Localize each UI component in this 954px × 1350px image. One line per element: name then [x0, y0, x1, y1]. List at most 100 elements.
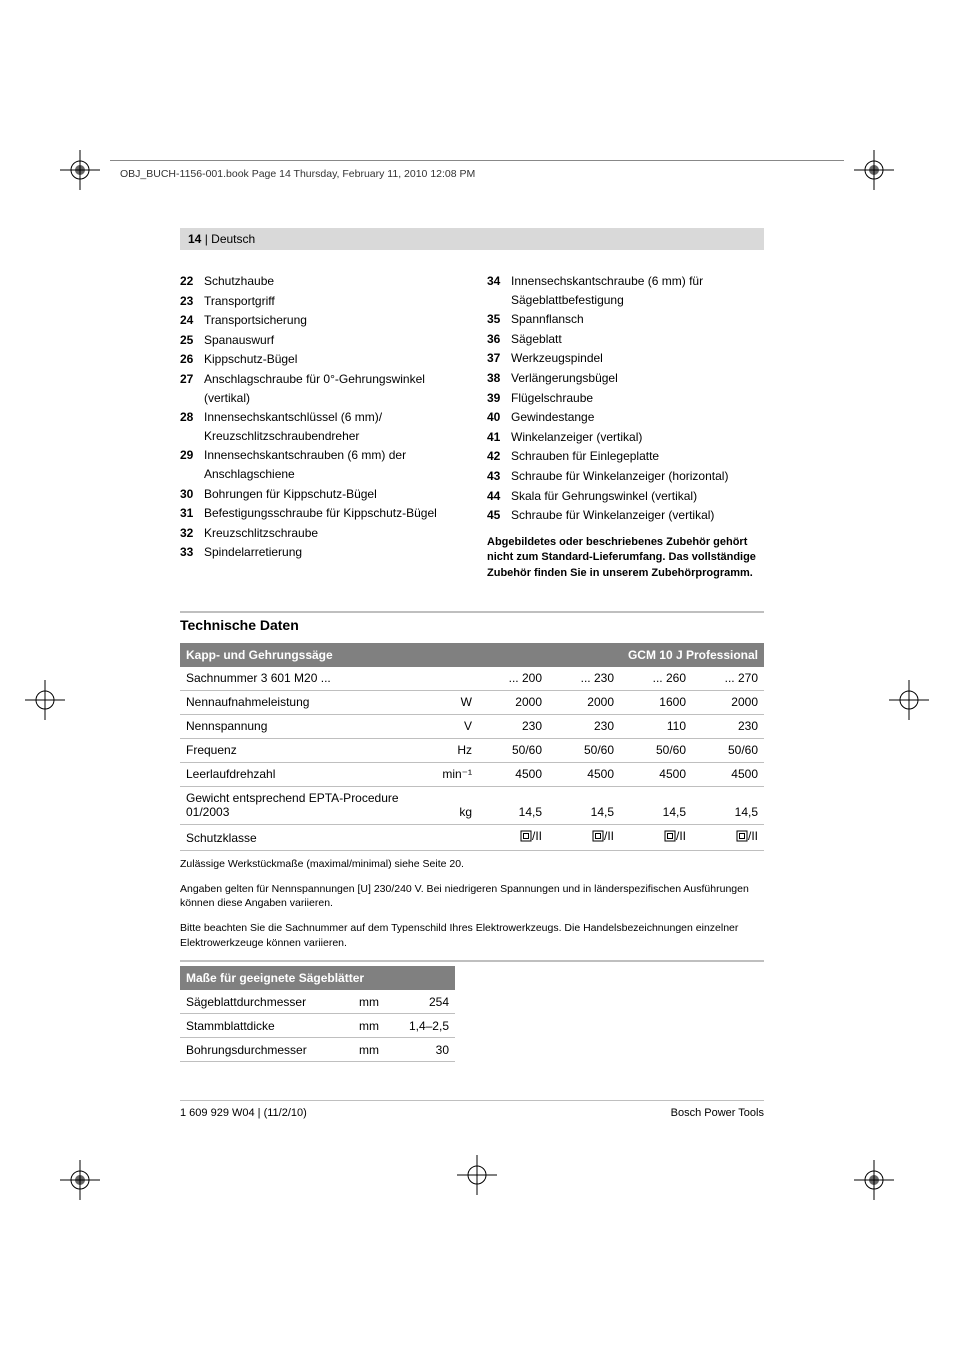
part-label: Spindelarretierung	[204, 543, 457, 562]
row-value: 254	[385, 990, 455, 1014]
table-footnote: Zulässige Werkstückmaße (maximal/minimal…	[180, 857, 764, 872]
part-label: Innensechskantschlüssel (6 mm)/ Kreuzsch…	[204, 408, 457, 445]
part-label: Skala für Gehrungswinkel (vertikal)	[511, 487, 764, 506]
part-label: Sägeblatt	[511, 330, 764, 349]
table-row: Schutzklasse/II/II/II/II	[180, 824, 764, 850]
part-number: 36	[487, 330, 511, 349]
row-label: Schutzklasse	[180, 824, 416, 850]
row-value: 110	[620, 714, 692, 738]
parts-list-item: 39Flügelschraube	[487, 389, 764, 408]
part-number: 32	[180, 524, 204, 543]
parts-list-item: 32Kreuzschlitzschraube	[180, 524, 457, 543]
row-value: 50/60	[548, 738, 620, 762]
part-label: Kippschutz-Bügel	[204, 350, 457, 369]
part-label: Anschlagschraube für 0°-Gehrungswinkel (…	[204, 370, 457, 407]
row-value: 2000	[692, 690, 764, 714]
part-number: 37	[487, 349, 511, 368]
table-row: NennaufnahmeleistungW2000200016002000	[180, 690, 764, 714]
part-label: Winkelanzeiger (vertikal)	[511, 428, 764, 447]
row-unit: mm	[340, 1014, 385, 1038]
parts-list-right: 34Innensechskantschraube (6 mm) für Säge…	[487, 272, 764, 581]
row-label: Frequenz	[180, 738, 416, 762]
parts-list-item: 41Winkelanzeiger (vertikal)	[487, 428, 764, 447]
part-number: 29	[180, 446, 204, 483]
footer-brand: Bosch Power Tools	[671, 1107, 764, 1119]
row-label: Bohrungsdurchmesser	[180, 1038, 340, 1062]
table-footnote: Bitte beachten Sie die Sachnummer auf de…	[180, 921, 764, 950]
parts-list-item: 27Anschlagschraube für 0°-Gehrungswinkel…	[180, 370, 457, 407]
row-value: 230	[548, 714, 620, 738]
part-label: Spannflansch	[511, 310, 764, 329]
protection-class-icon	[592, 830, 604, 845]
part-label: Verlängerungsbügel	[511, 369, 764, 388]
part-number: 40	[487, 408, 511, 427]
part-number: 42	[487, 447, 511, 466]
part-number: 41	[487, 428, 511, 447]
row-value: ... 260	[620, 667, 692, 691]
table-row: Leerlaufdrehzahlmin⁻¹4500450045004500	[180, 762, 764, 786]
blade-dimensions-table: Maße für geeignete Sägeblätter Sägeblatt…	[180, 966, 455, 1062]
part-label: Schraube für Winkelanzeiger (horizontal)	[511, 467, 764, 486]
section-rule	[180, 611, 764, 613]
parts-list-item: 24Transportsicherung	[180, 311, 457, 330]
part-label: Gewindestange	[511, 408, 764, 427]
parts-list-item: 33Spindelarretierung	[180, 543, 457, 562]
parts-list-item: 45Schraube für Winkelanzeiger (vertikal)	[487, 506, 764, 525]
parts-list-item: 36Sägeblatt	[487, 330, 764, 349]
part-label: Transportsicherung	[204, 311, 457, 330]
accessories-note: Abgebildetes oder beschriebenes Zubehör …	[487, 535, 764, 581]
row-value: 1,4–2,5	[385, 1014, 455, 1038]
row-label: Nennaufnahmeleistung	[180, 690, 416, 714]
footer-doc-number: 1 609 929 W04 | (11/2/10)	[180, 1107, 307, 1119]
print-registration-mark	[457, 1155, 497, 1195]
row-value: 4500	[620, 762, 692, 786]
row-unit: Hz	[416, 738, 476, 762]
page-footer: 1 609 929 W04 | (11/2/10) Bosch Power To…	[180, 1100, 764, 1119]
part-label: Spanauswurf	[204, 331, 457, 350]
part-label: Werkzeugspindel	[511, 349, 764, 368]
row-unit	[416, 667, 476, 691]
print-registration-mark	[60, 150, 100, 190]
print-registration-mark	[60, 1160, 100, 1200]
row-value: /II	[476, 824, 548, 850]
page-header-sep: |	[201, 232, 211, 246]
row-value: 50/60	[476, 738, 548, 762]
parts-list-item: 44Skala für Gehrungswinkel (vertikal)	[487, 487, 764, 506]
section-rule	[180, 960, 764, 962]
row-value: 14,5	[548, 786, 620, 824]
row-value: 30	[385, 1038, 455, 1062]
part-label: Schutzhaube	[204, 272, 457, 291]
part-label: Transportgriff	[204, 292, 457, 311]
parts-list-item: 22Schutzhaube	[180, 272, 457, 291]
print-registration-mark	[25, 680, 65, 720]
row-value: 4500	[476, 762, 548, 786]
part-label: Kreuzschlitzschraube	[204, 524, 457, 543]
row-value: 2000	[548, 690, 620, 714]
table-row: Sachnummer 3 601 M20 ...... 200... 230..…	[180, 667, 764, 691]
page-header-bar: 14 | Deutsch	[180, 228, 764, 250]
table-row: FrequenzHz50/6050/6050/6050/60	[180, 738, 764, 762]
table-footnote: Angaben gelten für Nennspannungen [U] 23…	[180, 882, 764, 911]
part-number: 23	[180, 292, 204, 311]
row-unit: kg	[416, 786, 476, 824]
row-value: 1600	[620, 690, 692, 714]
part-number: 28	[180, 408, 204, 445]
part-number: 27	[180, 370, 204, 407]
parts-list-item: 34Innensechskantschraube (6 mm) für Säge…	[487, 272, 764, 309]
row-value: /II	[548, 824, 620, 850]
row-label: Gewicht entsprechend EPTA-Procedure 01/2…	[180, 786, 416, 824]
row-label: Sachnummer 3 601 M20 ...	[180, 667, 416, 691]
row-unit: mm	[340, 990, 385, 1014]
row-value: /II	[692, 824, 764, 850]
row-label: Leerlaufdrehzahl	[180, 762, 416, 786]
table-row: Stammblattdickemm1,4–2,5	[180, 1014, 455, 1038]
part-label: Schrauben für Einlegeplatte	[511, 447, 764, 466]
row-value: 4500	[692, 762, 764, 786]
row-unit: min⁻¹	[416, 762, 476, 786]
print-registration-mark	[889, 680, 929, 720]
protection-class-icon	[736, 830, 748, 845]
tech-data-table: Kapp- und Gehrungssäge GCM 10 J Professi…	[180, 643, 764, 851]
row-label: Sägeblattdurchmesser	[180, 990, 340, 1014]
row-value: 230	[476, 714, 548, 738]
parts-list-item: 37Werkzeugspindel	[487, 349, 764, 368]
